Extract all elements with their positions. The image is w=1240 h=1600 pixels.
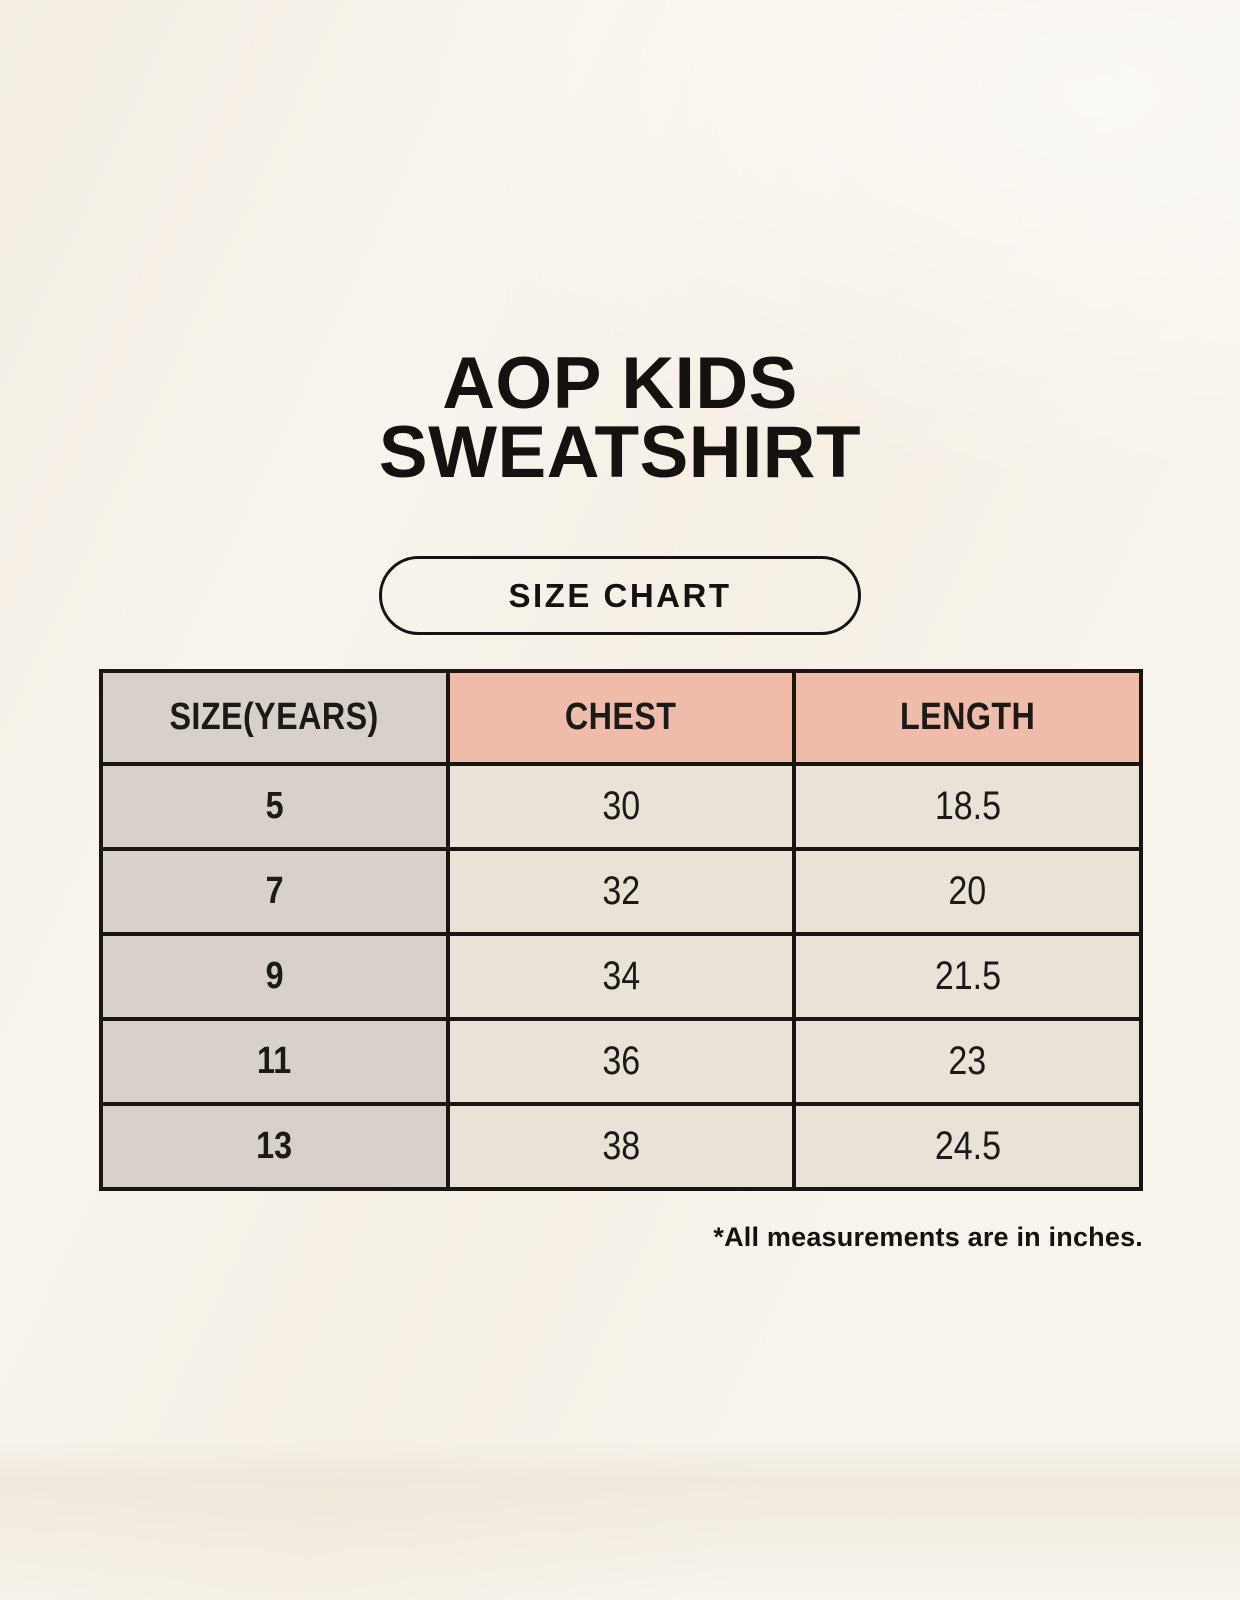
size-cell-value: 9 [265, 955, 284, 997]
length-cell: 18.5 [792, 762, 1143, 851]
header-label-chest: CHEST [565, 696, 677, 738]
table-row: 13 38 24.5 [99, 1102, 1143, 1191]
table-row: 11 36 23 [99, 1017, 1143, 1106]
header-row: SIZE(YEARS) CHEST LENGTH [99, 669, 1143, 766]
chest-cell-value: 38 [602, 1124, 640, 1168]
table-row: 5 30 18.5 [99, 762, 1143, 851]
size-chart-badge-label: SIZE CHART [508, 576, 732, 614]
size-cell-value: 7 [265, 870, 284, 912]
length-cell: 24.5 [792, 1102, 1143, 1191]
size-chart-table-head: SIZE(YEARS) CHEST LENGTH [99, 669, 1143, 766]
chest-cell: 34 [445, 932, 797, 1021]
length-cell-value: 24.5 [934, 1124, 1001, 1168]
table-row: 9 34 21.5 [99, 932, 1143, 1021]
header-label-size: SIZE(YEARS) [169, 696, 379, 738]
size-cell-value: 11 [257, 1040, 292, 1082]
length-cell-value: 20 [948, 869, 987, 913]
size-cell-value: 13 [256, 1125, 293, 1167]
header-cell-length: LENGTH [792, 669, 1143, 766]
page-title: AOP KIDS SWEATSHIRT [378, 343, 862, 493]
header-label-length: LENGTH [899, 696, 1036, 738]
length-cell: 21.5 [792, 932, 1143, 1021]
size-cell: 9 [99, 932, 450, 1021]
size-cell: 7 [99, 847, 450, 936]
size-cell: 5 [99, 762, 450, 851]
chest-cell-value: 34 [602, 954, 640, 998]
chest-cell: 38 [445, 1102, 797, 1191]
table-row: 7 32 20 [99, 847, 1143, 936]
chest-cell: 36 [445, 1017, 797, 1106]
length-cell-value: 23 [948, 1039, 987, 1083]
size-cell: 11 [99, 1017, 450, 1106]
chest-cell-value: 36 [602, 1039, 640, 1083]
chest-cell-value: 30 [602, 784, 640, 828]
length-cell-value: 21.5 [934, 954, 1001, 998]
chest-cell: 30 [445, 762, 797, 851]
length-cell-value: 18.5 [934, 784, 1001, 828]
length-cell: 23 [792, 1017, 1143, 1106]
chest-cell-value: 32 [602, 869, 640, 913]
size-chart-table: SIZE(YEARS) CHEST LENGTH 5 30 18.5 7 32 20 9 34… [99, 669, 1143, 1191]
measurements-footnote: *All measurements are in inches. [713, 1222, 1143, 1252]
chest-cell: 32 [445, 847, 797, 936]
size-cell-value: 5 [265, 785, 284, 827]
size-chart-table-body: 5 30 18.5 7 32 20 9 34 21.5 11 36 23 13 38 24.5 [99, 762, 1143, 1191]
header-cell-chest: CHEST [445, 669, 797, 766]
header-cell-size: SIZE(YEARS) [99, 669, 450, 766]
size-chart-badge: SIZE CHART [379, 556, 861, 635]
size-cell: 13 [99, 1102, 450, 1191]
length-cell: 20 [792, 847, 1143, 936]
